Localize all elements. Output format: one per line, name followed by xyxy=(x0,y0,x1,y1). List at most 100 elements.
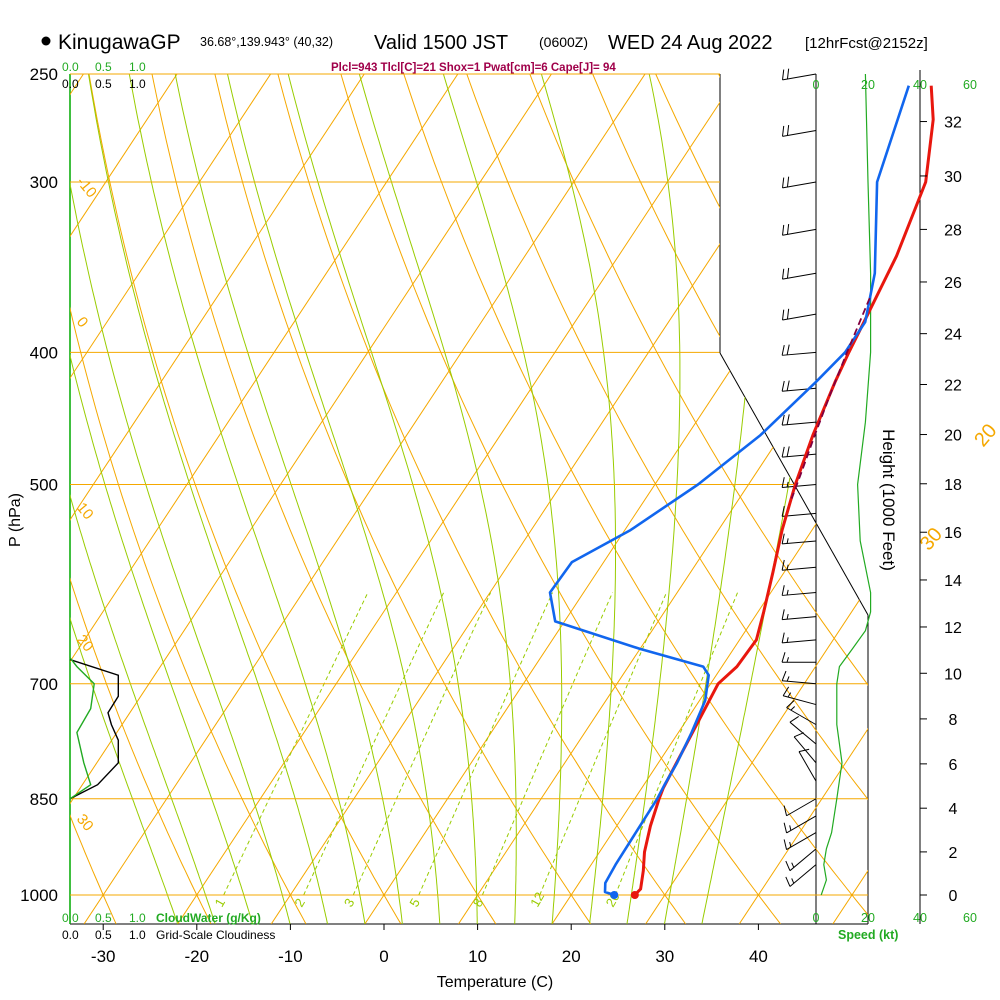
dry-adiabat-line xyxy=(70,74,307,924)
forecast-info: [12hrFcst@2152z] xyxy=(805,35,928,52)
cw-bottom-tick-1: 0.5 xyxy=(95,911,112,925)
speed-bottom-tick-2: 40 xyxy=(913,911,927,925)
isotherm-line xyxy=(0,50,6,924)
dry-adiabat-line xyxy=(209,74,592,924)
barb-staff xyxy=(782,639,817,644)
wind-speed-profile xyxy=(820,73,872,896)
dry-adiabat-line xyxy=(457,74,868,924)
moist-adiabat-line xyxy=(169,74,403,924)
barb-flag xyxy=(782,268,785,280)
wind-barb xyxy=(782,686,817,706)
p-tick-label: 700 xyxy=(30,675,58,694)
barb-staff xyxy=(789,848,817,872)
wind-barb xyxy=(793,732,817,764)
wind-barb xyxy=(781,632,817,644)
moist-adiabat-line xyxy=(281,74,478,924)
barb-staff xyxy=(782,566,817,571)
dry-adiabat-label: 30 xyxy=(916,524,947,555)
barb-flag xyxy=(781,446,785,458)
speed-label: Speed (kt) xyxy=(838,928,898,942)
mixing-ratio-line xyxy=(303,592,445,896)
wind-speed-panel xyxy=(820,73,872,896)
mixing-ratio-line xyxy=(481,592,613,896)
x-tick-label: 30 xyxy=(655,947,674,966)
barb-half-flag xyxy=(791,862,795,868)
isotherm-line xyxy=(364,74,868,924)
barb-staff xyxy=(782,421,817,426)
dry-adiabat-line xyxy=(70,74,212,924)
barb-half-flag xyxy=(789,841,792,848)
series-parcel-line xyxy=(790,297,871,499)
barb-flag xyxy=(783,822,788,834)
barb-half-flag xyxy=(786,613,789,620)
wind-barb xyxy=(782,68,817,81)
height-axis-title: Height (1000 Feet) xyxy=(879,429,898,571)
cloud-panel-labels: 0.0 0.5 1.0 0.0 0.5 1.0 0.0 0.5 1.0 Clou… xyxy=(62,60,275,942)
speed-top-tick-3: 60 xyxy=(963,78,977,92)
barb-staff xyxy=(782,616,817,621)
barb-staff xyxy=(786,798,817,817)
mixing-ratio-line xyxy=(614,592,739,896)
station-name: KinugawaGP xyxy=(58,31,181,54)
wind-barb xyxy=(781,559,817,571)
cw-top-tick-1: 0.5 xyxy=(95,60,112,74)
mixing-ratio-label: 12 xyxy=(527,890,547,910)
x-tick-label: -20 xyxy=(185,947,210,966)
height-tick-label: 22 xyxy=(944,378,962,395)
wind-barb xyxy=(785,864,817,887)
series-temperature-surface-point xyxy=(630,891,639,899)
height-tick-label: 18 xyxy=(944,477,962,494)
moist-adiabat-line xyxy=(70,74,254,924)
p-tick-label: 1000 xyxy=(20,886,58,905)
barb-flag xyxy=(786,125,790,136)
x-tick-label: -10 xyxy=(278,947,303,966)
x-tick-label: 0 xyxy=(379,947,388,966)
barb-flag xyxy=(786,446,790,457)
cloud-panel xyxy=(69,657,119,800)
mixing-ratio-label: 2 xyxy=(291,896,308,910)
barb-staff xyxy=(782,540,817,545)
barb-staff xyxy=(782,272,817,280)
barb-staff xyxy=(782,313,817,321)
wind-barb xyxy=(781,652,816,663)
barb-flag xyxy=(781,632,785,643)
isotherm-line xyxy=(70,74,288,924)
p-tick-label: 850 xyxy=(30,790,58,809)
moist-adiabat-line xyxy=(221,74,441,924)
p-tick-label: 300 xyxy=(30,173,58,192)
cl-bottom-tick-0: 0.0 xyxy=(62,928,79,942)
speed-bottom-tick-1: 20 xyxy=(861,911,875,925)
isotherm-line xyxy=(70,74,194,924)
height-tick-label: 8 xyxy=(949,712,958,729)
wind-barb xyxy=(789,716,817,745)
barb-flag xyxy=(781,477,785,488)
barb-flag xyxy=(781,533,785,545)
cw-top-tick-0: 0.0 xyxy=(62,60,79,74)
isotherm-line xyxy=(70,74,475,924)
barb-flag xyxy=(781,559,785,571)
moist-adiabat-line xyxy=(70,74,216,924)
barb-flag xyxy=(782,69,785,80)
barb-flag xyxy=(786,68,790,80)
barb-flag xyxy=(786,344,790,355)
isotherm-line xyxy=(177,74,756,924)
isotherm-label: 0 xyxy=(73,314,91,331)
barb-flag xyxy=(786,223,790,235)
speed-top-tick-0: 0 xyxy=(813,78,820,92)
wind-barb xyxy=(782,176,817,189)
mixing-ratio-line xyxy=(223,592,369,896)
wind-barb xyxy=(781,446,817,458)
mixing-ratio-line xyxy=(418,592,553,896)
barb-flag xyxy=(786,308,790,320)
wind-barb xyxy=(781,533,817,545)
barb-half-flag xyxy=(786,657,789,663)
wind-barb xyxy=(782,308,817,321)
mixing-ratio-label: 8 xyxy=(470,896,487,910)
barb-flag xyxy=(781,344,785,356)
axes: -30 -20 -10 0 10 20 30 402503004005007008501000… xyxy=(20,65,962,966)
barb-flag xyxy=(783,805,788,816)
barb-flag xyxy=(781,609,785,620)
barb-staff xyxy=(782,181,817,189)
barb-flag xyxy=(781,506,785,517)
moist-adiabat-line xyxy=(70,74,179,924)
